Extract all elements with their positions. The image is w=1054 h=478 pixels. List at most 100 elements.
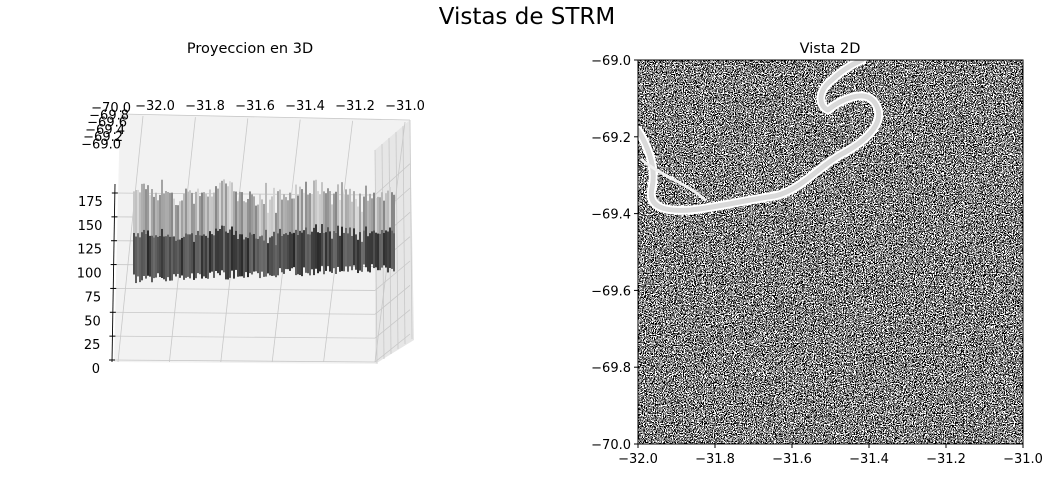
surface-strip: [267, 212, 269, 244]
grid-line-3d: [402, 125, 406, 345]
surface-strip: [283, 194, 285, 235]
y-tick-label-2d: −70.0: [591, 438, 631, 453]
surface-strip: [183, 193, 185, 237]
surface-strip: [139, 192, 141, 238]
surface-strip: [187, 191, 189, 235]
surface-strip: [157, 236, 159, 274]
surface-strip: [229, 181, 231, 230]
surface-strip: [141, 183, 143, 233]
x-tick-label-2d: −31.4: [849, 452, 889, 467]
z-tick-label-3d: 150: [78, 219, 103, 234]
surface-strip: [297, 234, 299, 275]
surface-strip: [137, 189, 139, 234]
surface-strip: [241, 192, 243, 235]
surface-strip: [163, 193, 165, 237]
y-tick-label-3d: −69.6: [87, 116, 127, 131]
surface-strip: [329, 231, 331, 272]
surface-strip: [179, 201, 181, 240]
x-tick-label-2d: −31.8: [695, 452, 735, 467]
surface-strip: [355, 198, 357, 235]
y-tick-label-3d: −69.8: [89, 108, 129, 123]
surface-strip: [333, 230, 335, 269]
y-ticks-2d: −69.0 −69.2 −69.4 −69.6 −69.8 −70.0: [591, 54, 638, 453]
surface-strip: [211, 234, 213, 272]
surface-strip: [285, 197, 287, 234]
surface-strip: [331, 204, 333, 239]
surface-strip: [251, 194, 253, 235]
surface-strip: [255, 205, 257, 239]
surface-strip: [147, 230, 149, 276]
surface-strip: [193, 203, 195, 242]
surface-strip: [293, 232, 295, 268]
surface-strip: [333, 193, 335, 231]
surface-strip: [381, 192, 383, 230]
y-tick-label-3d: −69.2: [83, 130, 123, 145]
surface-strip: [365, 185, 367, 227]
surface-strip: [261, 199, 263, 236]
surface-strip: [373, 192, 375, 231]
surface-strip: [169, 192, 171, 237]
surface-strip: [257, 204, 259, 239]
surface-strip: [161, 179, 163, 229]
grid-line-3d: [117, 115, 144, 363]
surface-strip: [201, 235, 203, 279]
surface-strip: [181, 237, 183, 276]
surface-strip: [265, 182, 267, 230]
surface-strip: [301, 189, 303, 233]
x-tick-label-2d: −32.0: [618, 452, 658, 467]
y-tick-label-2d: −69.6: [591, 284, 631, 299]
surface-strip: [243, 239, 245, 278]
surface-strip: [207, 196, 209, 238]
surface-strip: [237, 201, 239, 239]
surface-strip: [179, 239, 181, 278]
surface-strip: [337, 225, 339, 267]
surface-strip: [173, 236, 175, 275]
surface-strip: [223, 225, 225, 273]
surface-strip: [169, 236, 171, 281]
surface-strip: [287, 234, 289, 270]
surface-strip: [291, 198, 293, 234]
surface-strip: [201, 192, 203, 236]
surface-strip: [299, 186, 301, 231]
z-tick-label-3d: 50: [84, 314, 101, 329]
surface-strip: [377, 196, 379, 234]
surface-strip: [289, 192, 291, 232]
surface-strip: [373, 230, 375, 269]
surface-strip: [249, 232, 251, 274]
grid-line-3d: [114, 311, 376, 315]
surface-strip: [143, 229, 145, 276]
surface-strip: [259, 236, 261, 279]
y-tick-label-3d: −69.0: [81, 138, 121, 153]
surface-strip: [285, 233, 287, 270]
surface-strip: [245, 237, 247, 273]
surface-strip: [281, 235, 283, 273]
surface-strip: [215, 186, 217, 229]
surface-strip: [279, 228, 281, 269]
surface-strip: [341, 226, 343, 272]
surface-strip: [287, 200, 289, 235]
surface-strip: [317, 191, 319, 233]
surface-3d: [133, 179, 395, 284]
x-tick-label-3d: −31.2: [335, 99, 375, 114]
x-tick-label-3d: −32.0: [135, 99, 175, 114]
surface-strip: [247, 198, 249, 239]
surface-strip: [327, 188, 329, 228]
x-ticks-3d: −32.0 −31.8 −31.6 −31.4 −31.2 −31.0: [135, 99, 425, 114]
surface-strip: [185, 188, 187, 234]
surface-strip: [243, 201, 245, 240]
surface-strip: [143, 183, 145, 230]
surface-strip: [307, 234, 309, 274]
surface-strip: [339, 235, 341, 272]
surface-strip: [327, 227, 329, 266]
surface-strip: [311, 231, 313, 270]
surface-strip: [151, 235, 153, 283]
surface-strip: [323, 191, 325, 233]
surface-strip: [371, 198, 373, 232]
surface-strip: [217, 230, 219, 274]
surface-strip: [345, 189, 347, 228]
surface-strip: [385, 193, 387, 231]
z-ticks-3d: 0 25 50 75 100 125 150 175: [77, 192, 118, 377]
x-tick-label-3d: −31.6: [235, 99, 275, 114]
surface-strip: [219, 182, 221, 229]
